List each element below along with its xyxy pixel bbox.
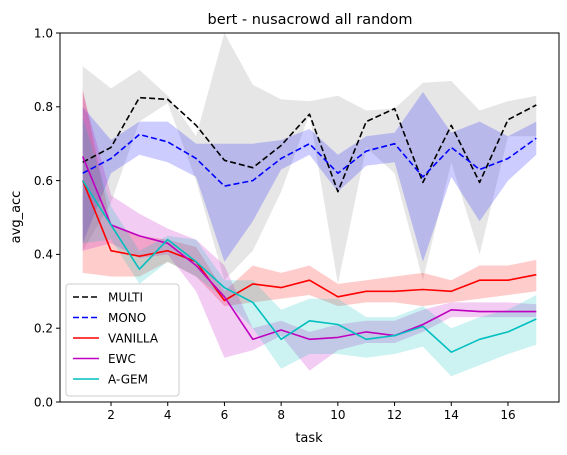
y-tick-label: 1.0 <box>34 26 53 40</box>
x-tick-label: 14 <box>444 408 459 422</box>
legend-label: EWC <box>108 352 136 366</box>
x-tick-label: 8 <box>277 408 285 422</box>
x-tick-label: 2 <box>107 408 115 422</box>
x-tick-label: 4 <box>164 408 172 422</box>
series-line-ewc <box>81 156 537 341</box>
legend-box <box>65 283 180 397</box>
confidence-bands <box>82 33 537 377</box>
legend: MULTI MONO VANILLA EWC A-GEM <box>65 283 180 397</box>
y-tick-label: 0.2 <box>34 322 53 336</box>
legend-label: A-GEM <box>108 373 148 387</box>
y-tick-label: 0.6 <box>34 174 53 188</box>
legend-label: VANILLA <box>108 332 159 346</box>
legend-item-a-gem: A-GEM <box>73 373 148 387</box>
legend-item-mono: MONO <box>73 311 146 325</box>
series-line-multi <box>82 96 537 193</box>
band-vanilla <box>82 88 537 307</box>
legend-label: MONO <box>108 311 146 325</box>
band-ewc <box>82 92 537 371</box>
y-tick-label: 0.8 <box>34 100 53 114</box>
y-axis-ticks: 0.0 0.2 0.4 0.6 0.8 1.0 <box>34 26 60 409</box>
x-axis-label: task <box>295 431 323 446</box>
band-a-gem <box>82 117 537 377</box>
band-multi <box>82 33 537 284</box>
legend-item-vanilla: VANILLA <box>73 332 159 346</box>
legend-item-multi: MULTI <box>73 291 143 305</box>
plot-frame <box>59 32 560 403</box>
series-line-mono <box>82 133 537 187</box>
x-tick-label: 12 <box>387 408 402 422</box>
y-tick-label: 0.4 <box>34 248 53 262</box>
x-tick-label: 10 <box>330 408 345 422</box>
band-mono <box>82 92 537 262</box>
x-tick-label: 16 <box>500 408 515 422</box>
x-tick-label: 6 <box>221 408 229 422</box>
legend-label: MULTI <box>108 291 143 305</box>
plot-area <box>59 32 560 403</box>
x-axis-ticks: 2 4 6 8 10 12 14 16 <box>107 402 516 422</box>
legend-item-ewc: EWC <box>73 352 136 366</box>
series-line-a-gem <box>82 180 537 354</box>
y-tick-label: 0.0 <box>34 395 53 409</box>
y-axis-label: avg_acc <box>9 191 24 244</box>
series-lines <box>81 96 537 354</box>
chart-title: bert - nusacrowd all random <box>208 12 413 28</box>
series-line-vanilla <box>81 180 537 302</box>
